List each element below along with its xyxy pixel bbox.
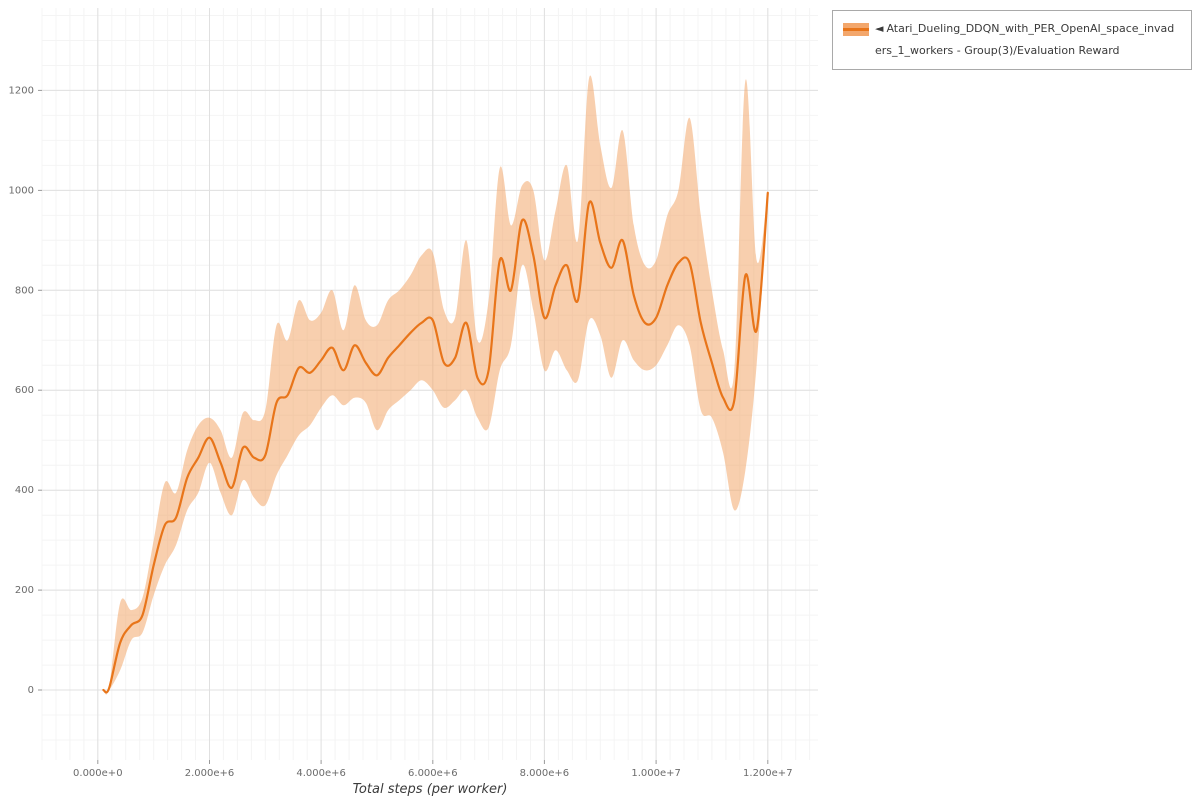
axis-tick-marks: [38, 89, 769, 764]
axis-tick-labels: 0.000e+0 2.000e+6 4.000e+6 6.000e+6 8.000e+6…: [9, 85, 793, 779]
legend-series-label: Atari_Dueling_DDQN_with_PER_OpenAI_space…: [875, 22, 1175, 57]
y-tick-label: 800: [15, 285, 34, 296]
x-tick-label: 4.000e+6: [296, 768, 346, 779]
legend-triangle-marker: ◄: [875, 22, 884, 35]
confidence-band: [103, 75, 768, 695]
legend-band-swatch: [843, 23, 869, 36]
y-tick-label: 1000: [9, 185, 34, 196]
legend-line-swatch: [843, 28, 869, 31]
x-tick-label: 1.200e+7: [743, 768, 793, 779]
reward-mean-line: [102, 191, 769, 694]
confidence-band-area: [103, 75, 768, 695]
x-axis-label: Total steps (per worker): [353, 782, 508, 797]
y-tick-label: 400: [15, 485, 34, 496]
x-tick-label: 1.000e+7: [631, 768, 681, 779]
x-tick-label: 0.000e+0: [73, 768, 123, 779]
y-tick-label: 600: [15, 385, 34, 396]
reward-mean-path: [102, 191, 769, 694]
legend-entry: ◄ Atari_Dueling_DDQN_with_PER_OpenAI_spac…: [875, 18, 1181, 62]
x-tick-label: 6.000e+6: [408, 768, 458, 779]
x-tick-label: 8.000e+6: [520, 768, 570, 779]
y-tick-label: 200: [15, 585, 34, 596]
y-tick-label: 1200: [9, 85, 34, 96]
legend[interactable]: ◄ Atari_Dueling_DDQN_with_PER_OpenAI_spac…: [832, 10, 1192, 70]
y-tick-label: 0: [28, 685, 34, 696]
x-tick-label: 2.000e+6: [185, 768, 235, 779]
